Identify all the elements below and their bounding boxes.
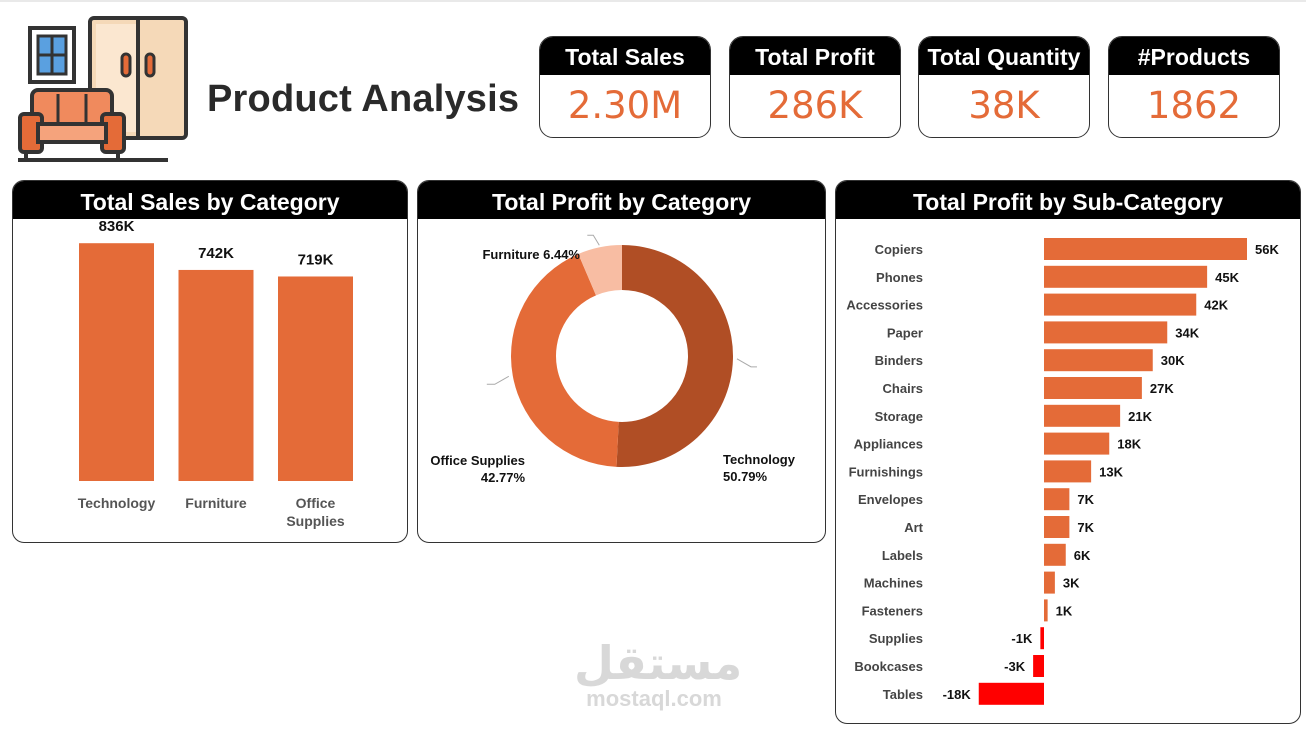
y-tick-label: Labels <box>882 548 923 563</box>
y-tick-label: Supplies <box>869 631 923 646</box>
y-tick-label: Tables <box>883 687 923 702</box>
bar <box>1033 655 1044 677</box>
bar <box>1044 516 1070 538</box>
bar-data-label: 742K <box>198 245 234 262</box>
bar <box>1044 599 1048 622</box>
kpi-products: #Products 1862 <box>1108 36 1280 138</box>
bar-data-label: -1K <box>1011 631 1033 646</box>
bar-data-label: 42K <box>1204 298 1228 313</box>
bar-data-label: 1K <box>1056 603 1073 618</box>
y-tick-label: Binders <box>875 353 923 368</box>
y-tick-label: Furnishings <box>849 464 923 479</box>
bar <box>1044 571 1055 594</box>
bar-data-label: 45K <box>1215 270 1239 285</box>
bar <box>1040 627 1044 650</box>
bar <box>1044 432 1110 455</box>
x-tick-label: Technology <box>78 495 156 511</box>
chart-title: Total Profit by Sub-Category <box>836 181 1300 219</box>
bar <box>1044 265 1208 288</box>
top-divider <box>0 0 1306 2</box>
bar-data-label: 7K <box>1077 492 1094 507</box>
y-tick-label: Paper <box>887 325 923 340</box>
donut-slice <box>578 245 622 296</box>
bar-data-label: 56K <box>1255 242 1279 257</box>
y-tick-label: Appliances <box>854 437 923 452</box>
watermark: مستقل mostaql.com <box>574 637 743 712</box>
leader-line <box>486 375 510 385</box>
y-tick-label: Chairs <box>883 381 923 396</box>
bar-data-label: 3K <box>1063 576 1080 591</box>
kpi-total-quantity: Total Quantity 38K <box>918 36 1090 138</box>
x-tick-label: Supplies <box>286 513 345 529</box>
page-title: Product Analysis <box>207 78 520 120</box>
y-tick-label: Bookcases <box>854 659 923 674</box>
bar <box>1044 488 1070 511</box>
bar-data-label: 719K <box>298 251 334 268</box>
y-tick-label: Art <box>904 520 923 535</box>
slice-label: Office Supplies <box>430 453 525 468</box>
x-tick-label: Office <box>296 495 336 511</box>
slice-percent: 42.77% <box>481 470 526 485</box>
bar <box>1044 404 1121 427</box>
y-tick-label: Storage <box>875 409 923 424</box>
watermark-arabic: مستقل <box>574 637 743 689</box>
bar-data-label: 7K <box>1077 520 1094 535</box>
bar <box>178 269 254 481</box>
watermark-latin: mostaql.com <box>586 686 722 711</box>
profit-by-category-chart: Technology 50.79% Office Supplies 42.77% Fur… <box>430 234 796 485</box>
kpi-label: #Products <box>1109 37 1279 75</box>
x-tick-label: Furniture <box>185 495 247 511</box>
bar-data-label: -18K <box>943 687 972 702</box>
leader-line <box>587 234 600 246</box>
bar-data-label: 836K <box>99 219 135 235</box>
bar-data-label: 18K <box>1117 437 1141 452</box>
slice-percent: 50.79% <box>723 469 768 484</box>
chart-title: Total Profit by Category <box>418 181 825 219</box>
sales-by-category-chart: 836K Technology 742K Furniture 719K Office Sup… <box>78 219 353 529</box>
kpi-value: 286K <box>767 84 863 127</box>
profit-by-subcategory-panel: Total Profit by Sub-Category Copiers 56K P… <box>835 180 1301 724</box>
y-tick-label: Copiers <box>875 242 923 257</box>
donut-slice <box>511 253 619 467</box>
donut-slice <box>616 245 733 467</box>
leader-line <box>736 358 757 368</box>
bar <box>1044 377 1142 399</box>
kpi-label: Total Profit <box>730 37 900 75</box>
y-tick-label: Envelopes <box>858 492 923 507</box>
y-tick-label: Accessories <box>846 298 923 313</box>
bar <box>1044 321 1168 344</box>
bar-data-label: 13K <box>1099 464 1123 479</box>
bar <box>1044 293 1197 316</box>
profit-by-subcategory-chart: Copiers 56K Phones 45K Accessories 42K Paper 34… <box>846 238 1279 705</box>
sales-by-category-panel: Total Sales by Category 836K Technology 74… <box>12 180 408 543</box>
bar <box>1044 238 1247 260</box>
bar <box>1044 349 1153 372</box>
bar <box>79 243 154 481</box>
bar-data-label: 21K <box>1128 409 1152 424</box>
chart-title: Total Sales by Category <box>13 181 407 219</box>
bar-data-label: 34K <box>1175 325 1199 340</box>
bar-data-label: 30K <box>1161 353 1185 368</box>
kpi-label: Total Quantity <box>919 37 1089 75</box>
bar <box>278 276 353 481</box>
y-tick-label: Fasteners <box>862 603 923 618</box>
kpi-value: 2.30M <box>567 84 683 127</box>
bar <box>978 682 1044 705</box>
kpi-value: 1862 <box>1146 84 1242 127</box>
profit-by-category-panel: Total Profit by Category Technology 50.79… <box>417 180 826 543</box>
bar-data-label: 27K <box>1150 381 1174 396</box>
kpi-total-sales: Total Sales 2.30M <box>539 36 711 138</box>
kpi-label: Total Sales <box>540 37 710 75</box>
slice-label: Furniture 6.44% <box>482 247 580 262</box>
bar <box>1044 543 1066 566</box>
y-tick-label: Machines <box>864 576 923 591</box>
y-tick-label: Phones <box>876 270 923 285</box>
bar-data-label: -3K <box>1004 659 1026 674</box>
furniture-logo-icon <box>18 16 188 162</box>
kpi-value: 38K <box>968 84 1040 127</box>
bar <box>1044 460 1092 483</box>
bar-data-label: 6K <box>1074 548 1091 563</box>
kpi-total-profit: Total Profit 286K <box>729 36 901 138</box>
slice-label: Technology <box>723 452 796 467</box>
